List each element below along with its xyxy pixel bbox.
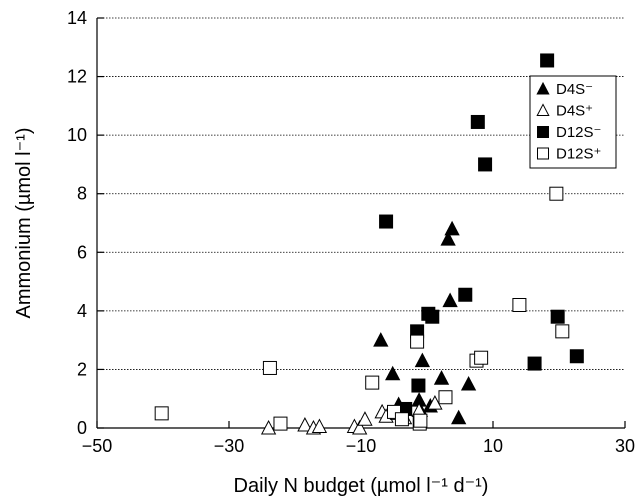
axes: 0 2 4 6 8 10 12 14 −50 −30 −10 10 30 — [67, 8, 635, 456]
data-point — [297, 417, 313, 432]
data-point — [410, 334, 425, 349]
y-tick-label: 2 — [77, 359, 87, 379]
data-point — [569, 349, 584, 364]
y-tick-label: 14 — [67, 8, 87, 28]
data-point — [262, 360, 277, 375]
data-point — [442, 292, 458, 308]
y-tick-label: 10 — [67, 125, 87, 145]
data-point — [474, 350, 489, 365]
grid-lines — [97, 17, 625, 370]
y-axis-title: Ammonium (µmol l⁻¹) — [13, 128, 35, 319]
data-point — [444, 220, 460, 236]
legend-marker — [536, 81, 550, 95]
data-point — [379, 214, 394, 229]
legend-marker — [537, 147, 549, 160]
legend-marker — [537, 126, 549, 138]
data-point — [433, 370, 450, 385]
data-point — [365, 375, 380, 390]
data-point — [460, 376, 477, 391]
y-tick-label: 8 — [77, 184, 87, 204]
data-point — [357, 411, 373, 426]
legend-label: D12S⁺ — [556, 146, 601, 163]
data-point — [470, 114, 485, 129]
data-point — [154, 406, 169, 421]
data-point — [438, 390, 453, 405]
data-point — [260, 419, 277, 435]
legend: D4S⁻ D4S⁺ D12S⁻ D12S⁺ — [529, 75, 617, 169]
y-tick-label: 4 — [77, 301, 87, 321]
data-point — [413, 413, 428, 428]
data-point — [385, 365, 401, 381]
y-tick-label: 0 — [77, 418, 87, 438]
data-point — [414, 352, 431, 368]
data-point — [311, 418, 328, 434]
data-point — [427, 395, 443, 410]
y-tick-label: 12 — [67, 67, 87, 87]
x-tick-label: −50 — [82, 436, 113, 456]
data-point — [555, 324, 570, 339]
legend-label: D4S⁻ — [556, 81, 593, 98]
data-point — [411, 378, 426, 393]
x-tick-label: 30 — [615, 436, 635, 456]
data-point — [458, 287, 473, 302]
x-tick-label: −10 — [346, 436, 377, 456]
data-point — [273, 416, 288, 431]
data-point — [478, 157, 493, 172]
data-point — [512, 298, 527, 312]
data-point — [373, 332, 389, 347]
series-points — [379, 53, 584, 416]
legend-marker — [536, 103, 550, 117]
data-point — [540, 53, 555, 68]
x-axis-title: Daily N budget (µmol l⁻¹ d⁻¹) — [234, 475, 489, 497]
x-tick-label: −30 — [214, 436, 245, 456]
data-point — [451, 409, 467, 425]
data-point — [394, 412, 409, 427]
y-tick-label: 6 — [77, 242, 87, 262]
series-points — [154, 186, 570, 431]
data-point — [352, 419, 368, 435]
data-points — [154, 53, 584, 435]
data-point — [527, 356, 542, 371]
data-point — [440, 231, 456, 246]
data-point — [550, 309, 565, 324]
data-point — [549, 186, 564, 201]
legend-label: D4S⁺ — [556, 103, 593, 120]
data-point — [425, 309, 440, 324]
x-tick-label: 10 — [483, 436, 503, 456]
legend-label: D12S⁻ — [556, 124, 601, 141]
